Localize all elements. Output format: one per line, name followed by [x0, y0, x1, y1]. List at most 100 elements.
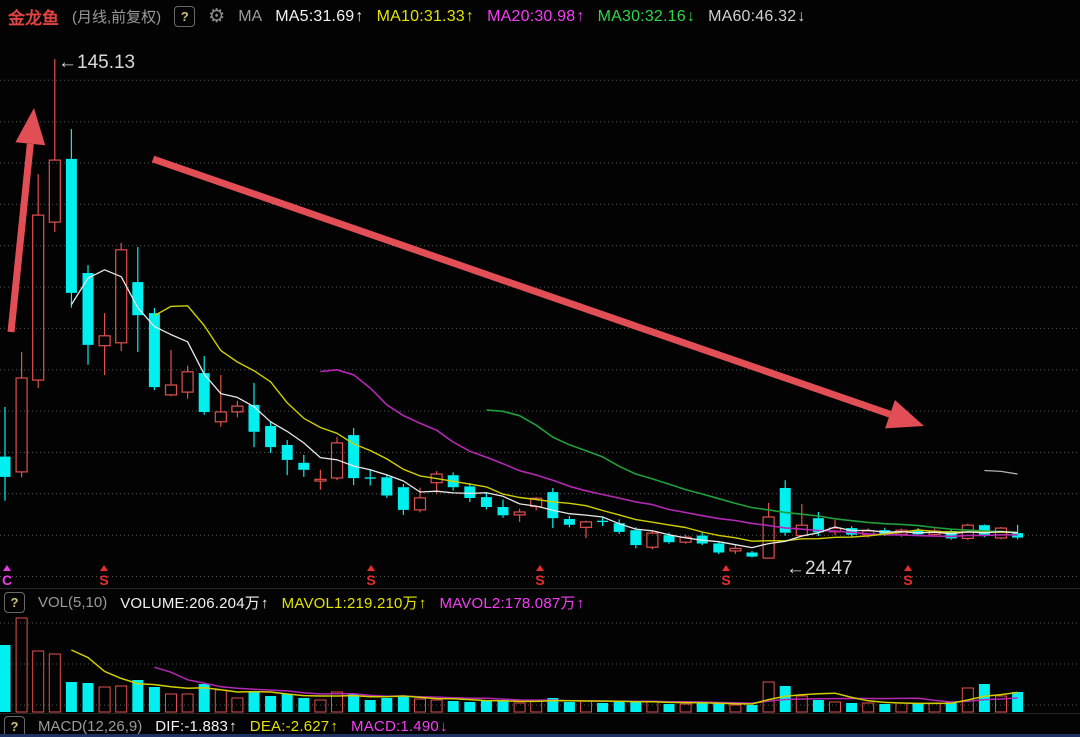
candle: [132, 246, 144, 352]
main-chart-header: 金龙鱼 (月线,前复权) ? ⚙ MA MA5:31.69↑ MA10:31.33…: [8, 4, 806, 29]
volume-bar: [82, 683, 94, 712]
candle: [98, 313, 111, 376]
volume-bar: [447, 701, 459, 712]
trend-down-icon: ↓: [686, 7, 696, 25]
candle: [779, 480, 791, 536]
candle: [314, 469, 327, 490]
volume-bar: [0, 645, 11, 712]
volume-bar: [265, 696, 277, 712]
high-price-label: ←145.13: [58, 52, 135, 73]
candle: [994, 526, 1008, 540]
candle: [164, 349, 178, 397]
ma5-line: [70, 269, 1018, 549]
candle: [513, 508, 526, 522]
indicator-value: MA30:32.16↓: [597, 7, 696, 25]
volume-bar: [978, 684, 990, 712]
indicator-value: MAVOL2:178.087万↑: [439, 595, 585, 612]
bottom-edge-strip: [0, 734, 1080, 737]
trend-up-icon: ↑: [260, 595, 269, 612]
chart-period-label: (月线,前复权): [72, 9, 162, 26]
volume-bar: [348, 694, 360, 712]
volume-bar: [597, 703, 609, 712]
dividend-event-marker[interactable]: S: [721, 565, 731, 588]
candle: [281, 440, 293, 476]
trend-down-icon: ↓: [439, 718, 448, 735]
indicator-value: MA5:31.69↑: [275, 7, 364, 25]
volume-indicator-label[interactable]: VOL(5,10): [38, 594, 108, 611]
volume-bar: [912, 704, 924, 712]
help-button[interactable]: ?: [174, 6, 196, 27]
indicator-value: MA10:31.33↑: [376, 7, 475, 25]
candle: [48, 59, 61, 233]
candlesticks: [0, 59, 1024, 559]
volume-bar: [879, 704, 891, 712]
volume-bar: [513, 702, 526, 713]
volume-bar: [248, 692, 260, 712]
volume-bar: [995, 695, 1007, 713]
trend-up-icon: ↑: [330, 718, 339, 735]
volume-bar: [530, 700, 543, 713]
volume-bar: [214, 689, 227, 713]
candle: [397, 483, 409, 515]
indicator-value: MA60:46.32↓: [708, 7, 806, 25]
volume-bar: [397, 696, 409, 712]
rights-event-marker[interactable]: C: [2, 565, 12, 588]
volume-bar: [198, 684, 210, 712]
indicator-value: VOLUME:206.204万↑: [120, 595, 269, 612]
candle: [746, 550, 758, 558]
candle: [696, 532, 708, 546]
candle: [381, 475, 393, 498]
dividend-event-marker[interactable]: S: [903, 565, 913, 588]
volume-bar: [32, 650, 45, 713]
volume-bar: [846, 703, 858, 712]
candle: [65, 129, 77, 308]
volume-bar: [945, 702, 957, 712]
candle: [480, 492, 492, 510]
candle: [364, 469, 376, 486]
candle: [148, 308, 160, 390]
candle: [679, 534, 692, 544]
ma30-line: [486, 409, 1018, 534]
candle: [298, 454, 310, 477]
volume-bar: [298, 698, 310, 712]
volume-bar: [812, 700, 824, 712]
volume-bar: [98, 686, 111, 713]
ma-indicator-label[interactable]: MA: [238, 7, 263, 25]
macd-indicator-label[interactable]: MACD(12,26,9): [38, 718, 143, 735]
dividend-event-marker[interactable]: S: [366, 565, 376, 588]
volume-bar: [381, 698, 393, 712]
stock-name: 金龙鱼: [8, 9, 59, 28]
volume-bar: [165, 693, 177, 713]
candle: [198, 356, 210, 415]
ma20-line: [320, 368, 1018, 538]
indicator-value: DEA:-2.627↑: [249, 718, 339, 735]
volume-pane-header: ? VOL(5,10) VOLUME:206.204万↑ MAVOL1:219.2…: [4, 592, 584, 613]
marker-glyph: S: [721, 572, 730, 588]
candle: [430, 471, 443, 494]
volume-bar: [15, 617, 28, 713]
volume-help-button[interactable]: ?: [4, 592, 25, 613]
candle: [15, 352, 28, 478]
trend-up-icon: ↑: [418, 595, 427, 612]
settings-gear-icon[interactable]: ⚙: [208, 6, 226, 27]
macd-pane-header: ? MACD(12,26,9) DIF:-1.883↑ DEA:-2.627↑ MA…: [4, 716, 448, 737]
marker-caret-icon: [100, 565, 108, 571]
candle: [547, 488, 559, 529]
volume-bar: [65, 682, 77, 712]
indicator-value: MA20:30.98↑: [487, 7, 585, 25]
indicator-value: MAVOL1:219.210万↑: [281, 595, 427, 612]
dividend-event-marker[interactable]: S: [99, 565, 109, 588]
trend-up-icon: ↑: [576, 595, 585, 612]
volume-bar: [895, 702, 908, 713]
ma60-line: [984, 469, 1018, 475]
volume-bar: [580, 700, 592, 713]
candle: [248, 383, 260, 448]
gridlines: [0, 79, 1080, 714]
candle: [795, 504, 808, 538]
volume-bar: [132, 680, 144, 712]
candle: [945, 529, 957, 540]
volume-bar: [364, 700, 376, 712]
dividend-event-marker[interactable]: S: [535, 565, 545, 588]
volume-bar: [314, 699, 327, 713]
